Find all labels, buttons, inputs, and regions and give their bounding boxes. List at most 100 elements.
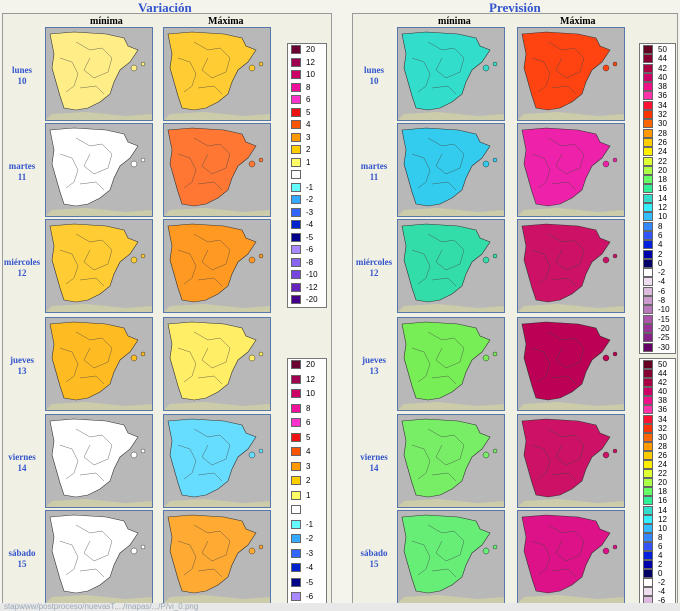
forecast-day-label: jueves 13 bbox=[352, 355, 396, 377]
scale-entry: 18 bbox=[640, 174, 675, 185]
scale-entry: 5 bbox=[288, 107, 326, 120]
scale-entry: 16 bbox=[640, 183, 675, 194]
color-swatch bbox=[643, 230, 653, 240]
color-swatch bbox=[643, 147, 653, 157]
scale-entry: -4 bbox=[640, 276, 675, 287]
scale-entry: -2 bbox=[640, 267, 675, 278]
scale-entry: 10 bbox=[288, 388, 326, 403]
scale-entry: -1 bbox=[288, 182, 326, 195]
color-swatch bbox=[291, 447, 301, 456]
scale-label: 12 bbox=[306, 57, 315, 67]
scale-label: 38 bbox=[658, 396, 667, 406]
variation-day-label: sábado 15 bbox=[0, 548, 44, 570]
color-swatch bbox=[291, 432, 301, 442]
scale-label: 10 bbox=[658, 212, 667, 222]
color-swatch bbox=[643, 560, 653, 570]
color-swatch bbox=[643, 342, 653, 352]
scale-label: -20 bbox=[306, 295, 318, 304]
color-swatch bbox=[643, 369, 653, 379]
scale-label: -1 bbox=[306, 519, 314, 529]
scale-label: 26 bbox=[658, 450, 667, 460]
scale-label: 26 bbox=[658, 137, 667, 147]
color-swatch bbox=[643, 156, 653, 166]
scale-label: 20 bbox=[658, 165, 667, 175]
color-swatch bbox=[643, 569, 653, 579]
scale-entry: 26 bbox=[640, 137, 675, 147]
scale-label: -30 bbox=[658, 342, 670, 352]
scale-entry: 1 bbox=[288, 490, 326, 505]
scale-entry: -4 bbox=[288, 562, 326, 577]
scale-label: 4 bbox=[306, 447, 311, 456]
scale-label: 32 bbox=[658, 110, 667, 120]
forecast-scale-top: 50 44 42 40 38 36 34 32 30 28 26 24 22 20 18 16 14 12 10 8 6… bbox=[639, 43, 676, 354]
color-swatch bbox=[643, 578, 653, 588]
color-swatch bbox=[291, 57, 301, 67]
scale-label: -10 bbox=[658, 305, 670, 315]
color-swatch bbox=[291, 295, 301, 304]
color-swatch bbox=[643, 333, 653, 343]
scale-label: 5 bbox=[306, 432, 311, 442]
scale-entry: 8 bbox=[640, 532, 675, 542]
day-number: 14 bbox=[17, 463, 27, 473]
scale-label: 24 bbox=[658, 460, 667, 470]
scale-label: 20 bbox=[306, 45, 315, 54]
scale-entry: -2 bbox=[640, 577, 675, 588]
day-name: miércoles bbox=[3, 257, 41, 267]
scale-entry: 14 bbox=[640, 193, 675, 203]
scale-label: 50 bbox=[658, 45, 667, 54]
scale-label: -5 bbox=[306, 577, 314, 587]
scale-entry: 6 bbox=[640, 541, 675, 551]
scale-label: 10 bbox=[658, 523, 667, 533]
scale-label: 36 bbox=[658, 91, 667, 101]
scale-label: 20 bbox=[306, 360, 315, 369]
scale-entry: 2 bbox=[640, 559, 675, 570]
scale-entry: 20 bbox=[288, 44, 326, 57]
scale-label: 2 bbox=[658, 560, 663, 570]
color-swatch bbox=[291, 182, 301, 192]
background-url-text: stapwww/postproceso/nuevasT..../mapas/..… bbox=[4, 602, 199, 611]
scale-label: -2 bbox=[658, 268, 666, 278]
scale-label: 30 bbox=[658, 119, 667, 129]
scale-entry: 10 bbox=[288, 69, 326, 82]
scale-entry: 2 bbox=[288, 144, 326, 157]
day-name: jueves bbox=[10, 355, 34, 365]
variation-scale-top: 20 12 10 8 6 5 4 3 2 1 -1 -2 -3 -4 -5 -6 -8 -10 -12 -20 bbox=[287, 43, 327, 308]
scale-label: 6 bbox=[306, 418, 311, 427]
scale-entry: 26 bbox=[640, 450, 675, 460]
color-swatch bbox=[643, 110, 653, 120]
day-name: martes bbox=[8, 161, 36, 171]
color-swatch bbox=[291, 95, 301, 104]
forecast-max-map bbox=[517, 510, 625, 604]
scale-entry: -5 bbox=[288, 232, 326, 245]
scale-entry: 40 bbox=[640, 386, 675, 397]
day-number: 10 bbox=[17, 76, 27, 86]
scale-entry: -6 bbox=[640, 286, 675, 296]
color-swatch bbox=[643, 221, 653, 231]
variation-day-label: miércoles 12 bbox=[0, 257, 44, 279]
scale-entry: 8 bbox=[288, 82, 326, 95]
scale-entry: 30 bbox=[640, 118, 675, 129]
scale-entry: -3 bbox=[288, 548, 326, 563]
scale-label: -3 bbox=[306, 548, 314, 558]
scale-entry: 28 bbox=[640, 128, 675, 138]
color-swatch bbox=[643, 268, 653, 278]
scale-label: 12 bbox=[306, 374, 315, 384]
scale-entry: 4 bbox=[288, 119, 326, 132]
scale-entry: 40 bbox=[640, 72, 675, 82]
color-swatch bbox=[291, 563, 301, 572]
scale-entry: 50 bbox=[640, 359, 675, 369]
scale-entry: 44 bbox=[640, 368, 675, 379]
scale-label: 42 bbox=[658, 378, 667, 388]
color-swatch bbox=[643, 541, 653, 551]
forecast-max-map bbox=[517, 414, 625, 508]
scale-entry: 4 bbox=[640, 550, 675, 560]
color-swatch bbox=[291, 374, 301, 384]
scale-entry: 30 bbox=[640, 432, 675, 442]
scale-entry bbox=[288, 169, 326, 182]
scale-label: 12 bbox=[658, 514, 667, 524]
color-swatch bbox=[643, 514, 653, 524]
scale-label: 44 bbox=[658, 54, 667, 64]
scale-entry: 2 bbox=[288, 475, 326, 490]
scale-label: 14 bbox=[658, 193, 667, 203]
scale-label: 2 bbox=[658, 249, 663, 259]
